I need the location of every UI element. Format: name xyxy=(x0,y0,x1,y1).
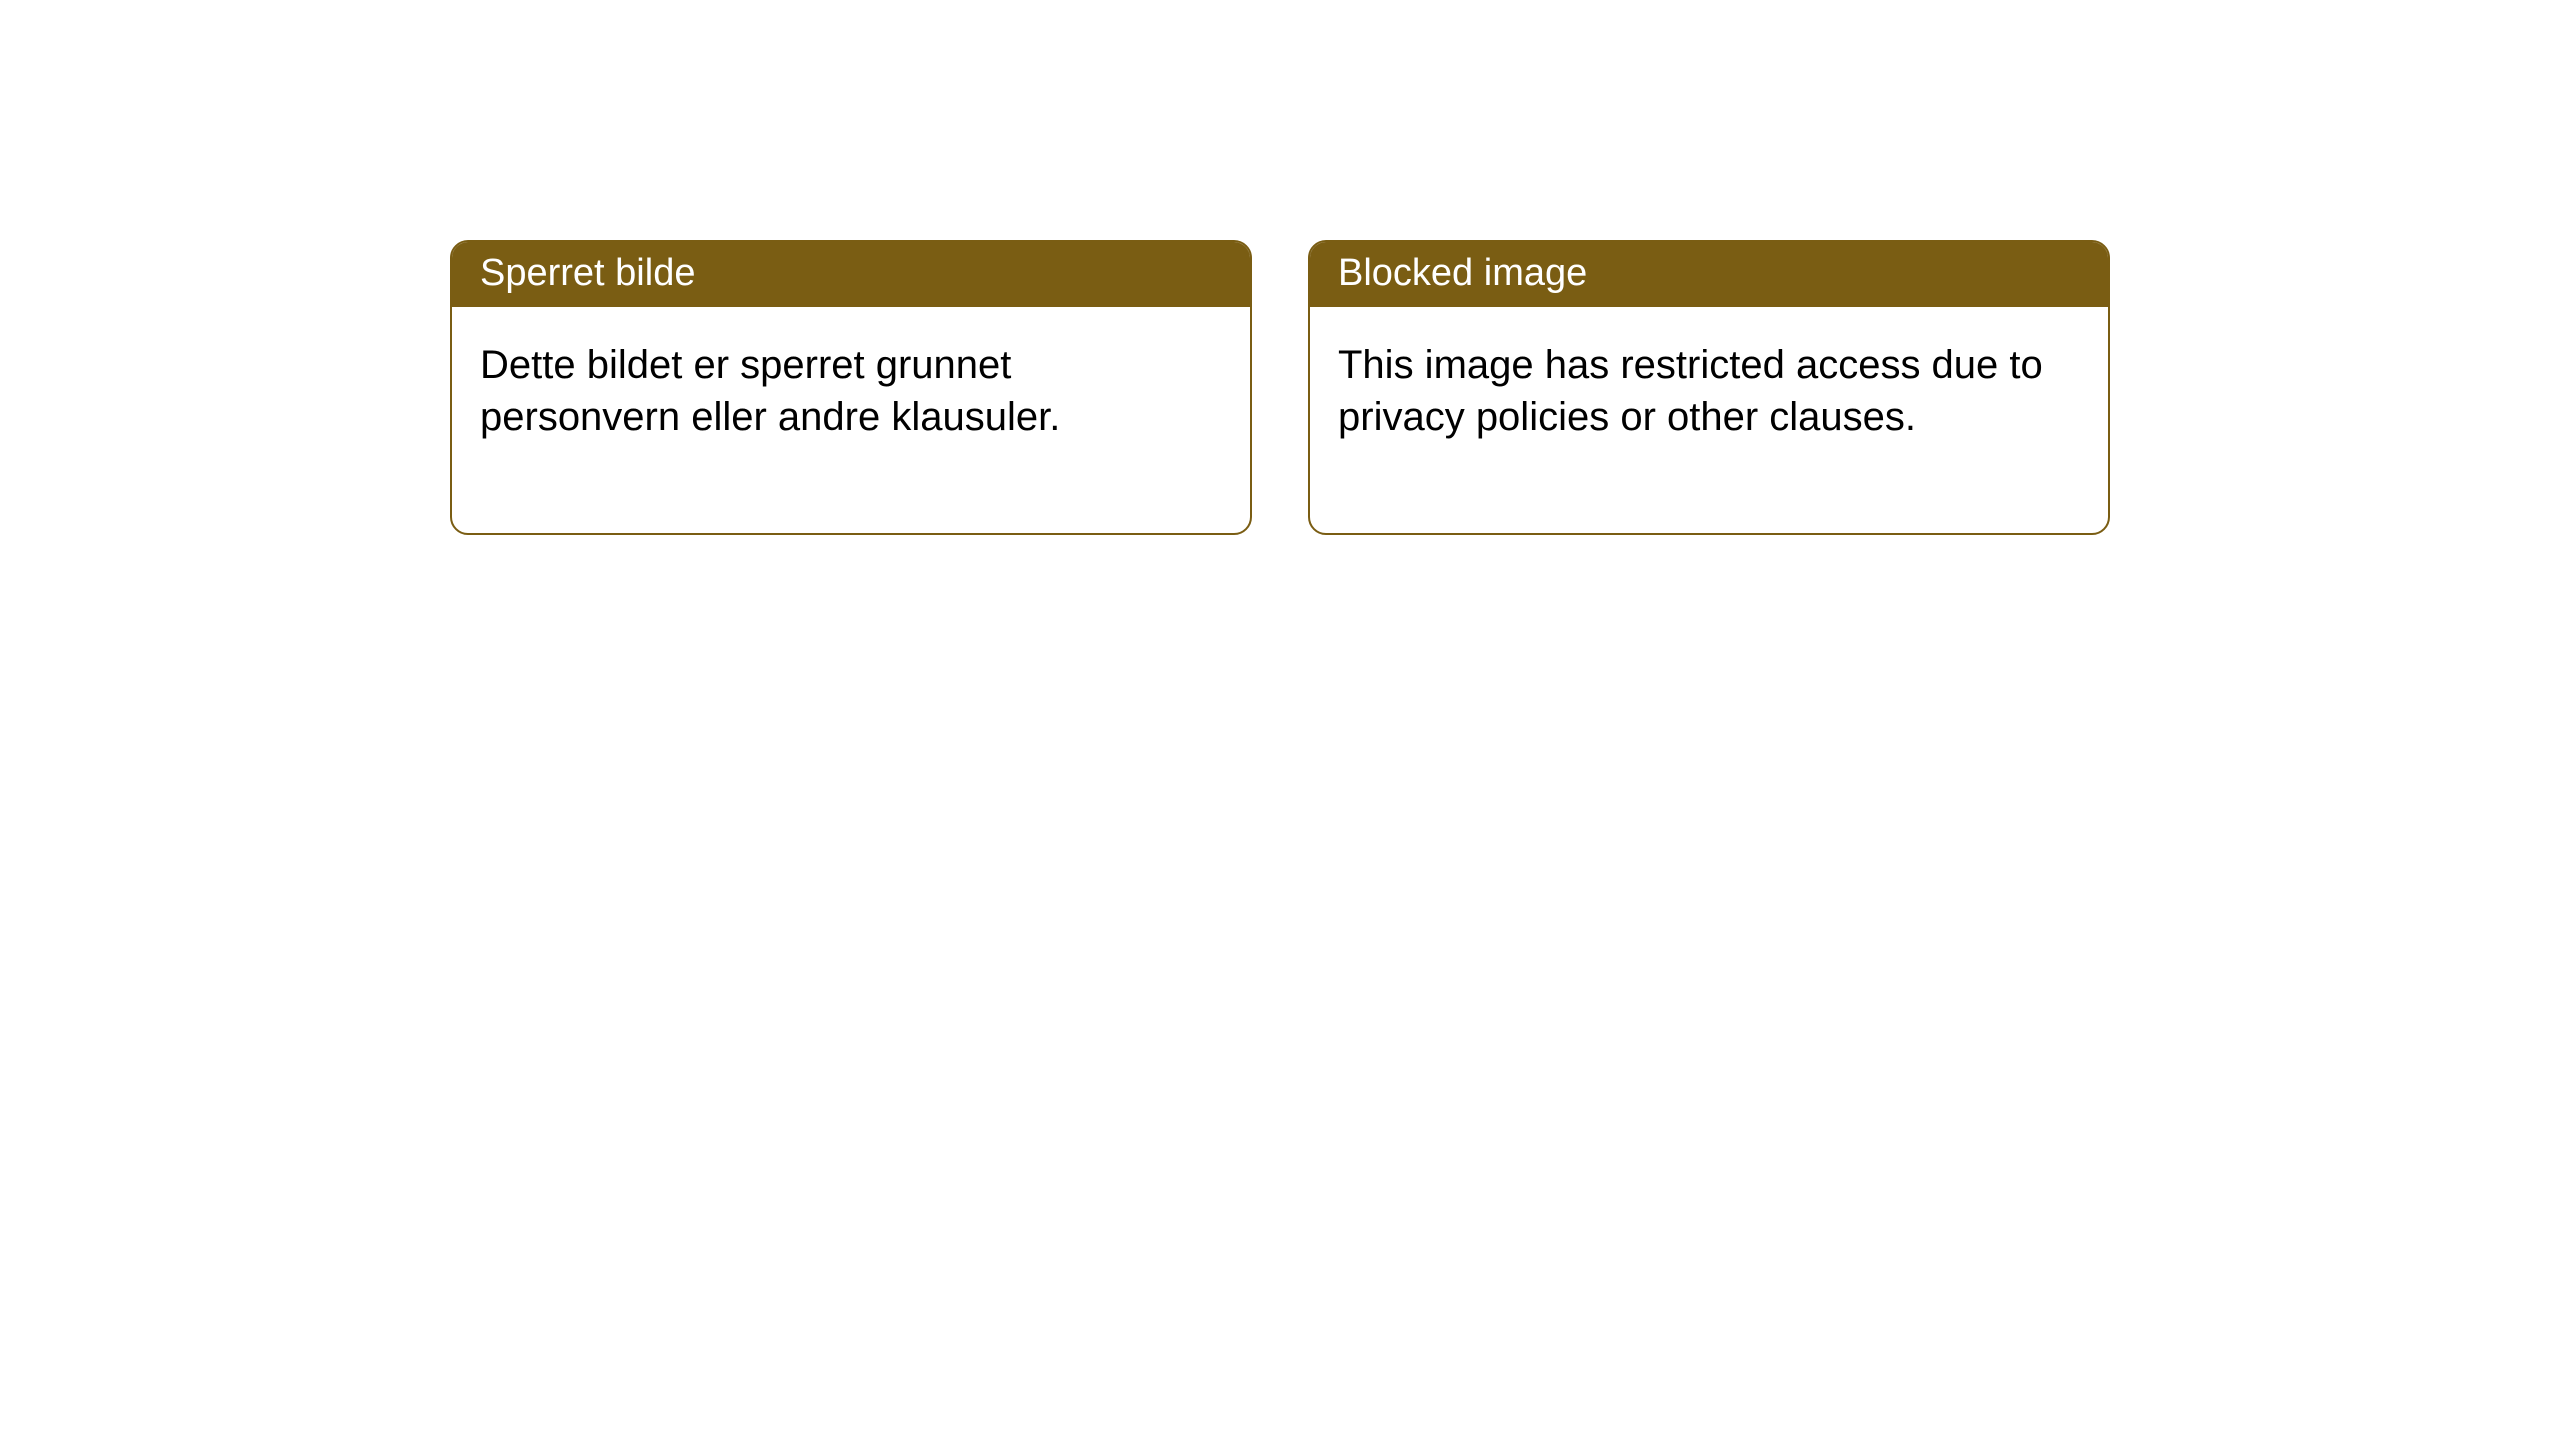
notice-card-english: Blocked image This image has restricted … xyxy=(1308,240,2110,535)
notice-header: Sperret bilde xyxy=(452,242,1250,307)
notice-container: Sperret bilde Dette bildet er sperret gr… xyxy=(450,240,2110,535)
notice-body: Dette bildet er sperret grunnet personve… xyxy=(452,307,1250,533)
notice-card-norwegian: Sperret bilde Dette bildet er sperret gr… xyxy=(450,240,1252,535)
notice-header: Blocked image xyxy=(1310,242,2108,307)
notice-body: This image has restricted access due to … xyxy=(1310,307,2108,533)
